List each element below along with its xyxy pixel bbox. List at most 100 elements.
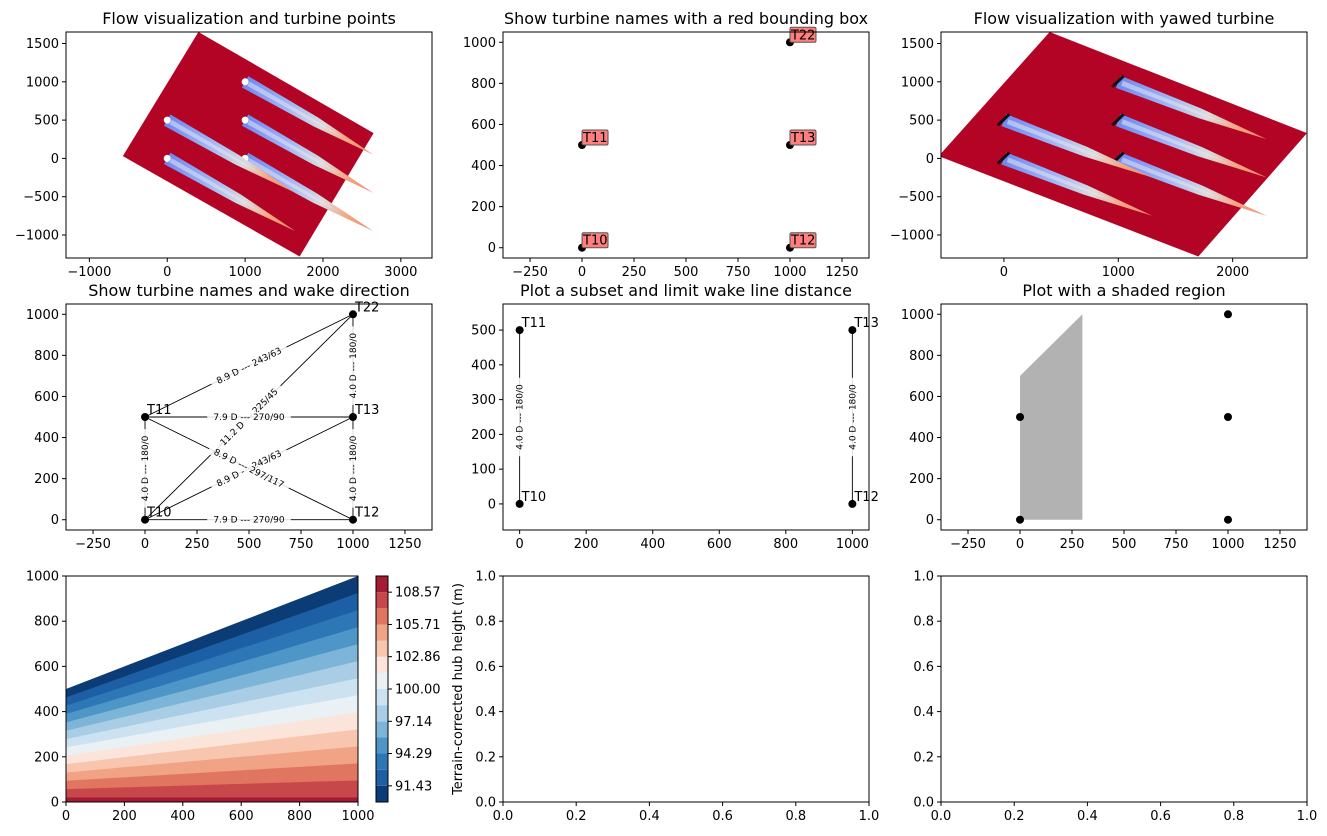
wake-plume (1115, 152, 1267, 216)
terrain-field (66, 576, 358, 802)
wake (996, 113, 1153, 178)
axes-frame (65, 303, 433, 531)
wake-plume (1001, 114, 1153, 178)
x-tick-label: 0.6 (1150, 809, 1171, 824)
y-tick-label: 400 (471, 159, 496, 174)
wake-label-bg (207, 514, 291, 525)
wake-plume (1115, 75, 1267, 140)
turbine-label: T13 (354, 403, 379, 418)
turbine-point (348, 515, 357, 524)
colorbar-segment (376, 737, 388, 754)
wake-plume (241, 76, 374, 155)
turbine-label: T10 (146, 506, 171, 521)
turbine-point (1223, 413, 1232, 421)
x-tick-label: 400 (170, 809, 195, 824)
wake (1111, 74, 1267, 140)
y-tick-label: 100 (471, 463, 496, 478)
wake (163, 152, 296, 232)
x-tick-label: 800 (773, 537, 798, 552)
y-tick-label: 500 (909, 114, 934, 129)
y-tick-label: 600 (471, 118, 496, 133)
colorbar-segment (376, 721, 388, 738)
turbine-label: T13 (853, 316, 878, 331)
chart-p5: 4.0 D --- 180/0 4.0 D --- 180/0 T10 T11 T12 T… (471, 281, 879, 552)
chart-p7: 91.43 94.29 97.14 100.00 102.86 105.71 108.57 T… (26, 570, 466, 825)
wake-label-group: 4.0 D --- 180/0 (347, 326, 359, 405)
axes-frame (65, 31, 433, 259)
y-tick-label: 500 (34, 114, 59, 129)
y-tick-label: 0.8 (913, 615, 934, 630)
turbine-point (1223, 310, 1232, 319)
turbine-label: T10 (521, 490, 546, 505)
y-tick-label: 200 (909, 472, 934, 487)
axes-frame (940, 303, 1308, 531)
x-tick-label: 1000 (336, 537, 369, 552)
chart-title: Flow visualization with yawed turbine (974, 9, 1275, 28)
y-tick-label: 0 (488, 241, 496, 256)
wake-core (169, 158, 264, 213)
y-tick-label: 1000 (26, 570, 59, 585)
turbine-label-box (789, 129, 817, 146)
wake-core (1006, 157, 1116, 202)
turbine-point (848, 499, 857, 508)
colorbar-label: Terrain-corrected hub height (m) (451, 583, 466, 796)
chart-p9: 0.0 0.2 0.4 0.6 0.8 1.0 0.0 0.2 0.4 0.6 0.8 1.0 (913, 570, 1317, 825)
wake-plume (1001, 152, 1153, 216)
axes-frame (502, 31, 870, 259)
y-tick-label: 200 (34, 472, 59, 487)
colorbar-segment (376, 624, 388, 641)
axes-frame (502, 303, 870, 531)
wake-core (1006, 119, 1116, 164)
flow-domain (941, 32, 1307, 257)
x-tick-label: 1.0 (1297, 809, 1318, 824)
x-tick-label: 200 (574, 537, 599, 552)
rotor-disk (996, 151, 1011, 165)
y-tick-label: 800 (471, 77, 496, 92)
wake-label-bg (514, 377, 525, 457)
contour-band (66, 780, 358, 802)
wake-core (1121, 80, 1230, 125)
x-tick-label: 0 (141, 537, 149, 552)
chart-title: Plot with a shaded region (1022, 281, 1225, 300)
colorbar-segment (376, 689, 388, 706)
wake-core (247, 158, 342, 213)
wake (996, 151, 1153, 216)
x-tick-label: 750 (1164, 537, 1189, 552)
colorbar-segment (376, 576, 388, 593)
colorbar-segment (376, 672, 388, 689)
y-tick-label: 400 (34, 431, 59, 446)
wake-label-group: 4.0 D --- 180/0 (847, 377, 858, 457)
x-tick-label: 600 (229, 809, 254, 824)
x-tick-label: 0.2 (566, 809, 587, 824)
x-tick-label: 1250 (825, 265, 858, 280)
turbine-label-box (789, 26, 817, 43)
colorbar-tick-label: 108.57 (395, 586, 441, 601)
wake-label-bg (207, 444, 291, 493)
y-tick-label: 0.0 (475, 796, 496, 811)
turbine-point (241, 116, 249, 124)
wake (163, 114, 296, 193)
colorbar-segment (376, 785, 388, 802)
plot-area (503, 304, 869, 530)
wake-label: 4.0 D --- 180/0 (141, 435, 151, 501)
y-tick-label: 600 (34, 660, 59, 675)
y-tick-label: 400 (471, 358, 496, 373)
y-tick-label: 1.0 (475, 570, 496, 585)
turbine-point (848, 326, 857, 335)
x-tick-label: 500 (674, 265, 699, 280)
colorbar-tick-label: 94.29 (395, 747, 432, 762)
y-tick-label: 1.0 (913, 570, 934, 585)
colorbar-segment (376, 608, 388, 625)
colorbar-tick-label: 97.14 (395, 715, 432, 730)
x-tick-label: 2000 (306, 265, 339, 280)
turbine-point (241, 78, 249, 86)
contour-band (66, 797, 358, 802)
chart-title: Show turbine names with a red bounding b… (504, 9, 868, 28)
axes-frame (502, 575, 870, 803)
x-tick-label: 250 (1060, 537, 1085, 552)
rotor-disk (996, 113, 1011, 127)
wake (241, 76, 374, 155)
x-tick-label: 1000 (229, 265, 262, 280)
colorbar-segment (376, 769, 388, 786)
chart-title: Plot a subset and limit wake line distan… (520, 281, 852, 300)
